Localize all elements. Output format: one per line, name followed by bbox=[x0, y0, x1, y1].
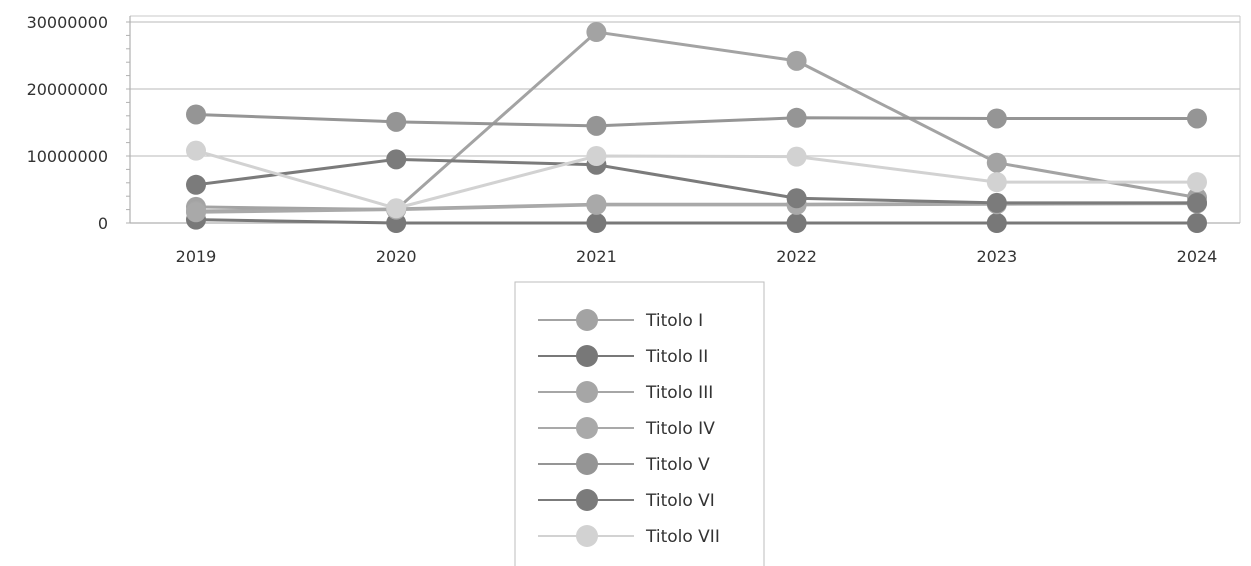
data-point bbox=[586, 146, 607, 166]
series-line bbox=[195, 112, 1197, 128]
legend-marker bbox=[576, 381, 598, 403]
x-tick-label: 2023 bbox=[976, 247, 1017, 266]
data-point bbox=[586, 213, 607, 233]
legend-item: Titolo II bbox=[538, 345, 708, 367]
series-line bbox=[195, 218, 1197, 225]
legend-label: Titolo V bbox=[645, 455, 710, 475]
legend-label: Titolo IV bbox=[645, 419, 715, 439]
series-3 bbox=[186, 192, 1207, 221]
data-point bbox=[186, 140, 206, 161]
data-point bbox=[186, 104, 206, 125]
legend-item: Titolo VII bbox=[538, 525, 720, 547]
data-point bbox=[786, 146, 807, 167]
series-5 bbox=[186, 104, 1207, 136]
legend-marker bbox=[576, 309, 598, 331]
legend-label: Titolo I bbox=[645, 311, 703, 331]
data-point bbox=[786, 188, 807, 209]
series-7 bbox=[186, 140, 1207, 219]
data-point bbox=[986, 213, 1007, 233]
data-point bbox=[1187, 192, 1207, 213]
data-point bbox=[986, 172, 1007, 193]
legend-label: Titolo VI bbox=[645, 491, 715, 511]
data-point bbox=[386, 149, 407, 170]
data-point bbox=[186, 174, 206, 195]
x-tick-label: 2019 bbox=[176, 247, 217, 266]
x-tick-label: 2021 bbox=[576, 247, 617, 266]
data-point bbox=[786, 107, 807, 128]
data-point bbox=[786, 50, 807, 71]
data-point bbox=[986, 152, 1007, 173]
data-point bbox=[1187, 213, 1207, 233]
series-line bbox=[195, 157, 1197, 205]
legend-item: Titolo VI bbox=[538, 489, 715, 511]
data-point bbox=[586, 115, 607, 136]
y-tick-label: 0 bbox=[98, 214, 108, 233]
legend: Titolo I Titolo II Titolo III Titolo IV Tito… bbox=[514, 281, 765, 566]
series-lines bbox=[186, 22, 1207, 233]
x-tick-label: 2022 bbox=[776, 247, 817, 266]
x-tick-label: 2024 bbox=[1177, 247, 1218, 266]
data-point bbox=[586, 22, 607, 43]
legend-marker bbox=[576, 525, 598, 547]
series-2 bbox=[186, 209, 1207, 233]
legend-marker bbox=[576, 489, 598, 511]
legend-marker bbox=[576, 345, 598, 367]
series-line bbox=[195, 149, 1197, 210]
y-tick-label: 10000000 bbox=[27, 147, 108, 166]
data-point bbox=[586, 194, 607, 215]
legend-item: Titolo IV bbox=[538, 417, 715, 439]
y-tick-label: 20000000 bbox=[27, 80, 108, 99]
data-point bbox=[786, 213, 807, 233]
data-point bbox=[986, 108, 1007, 129]
y-tick-label: 30000000 bbox=[27, 13, 108, 32]
legend-label: Titolo III bbox=[645, 383, 713, 403]
data-point bbox=[1187, 172, 1207, 193]
data-point bbox=[386, 111, 407, 132]
legend-item: Titolo I bbox=[538, 309, 703, 331]
x-axis-tick-labels: 2019 2020 2021 2022 2023 2024 bbox=[176, 247, 1218, 266]
y-axis-tick-labels: 0 10000000 20000000 30000000 bbox=[27, 13, 108, 233]
data-point bbox=[186, 202, 206, 223]
legend-box bbox=[514, 281, 765, 566]
legend-item: Titolo V bbox=[538, 453, 710, 475]
legend-marker bbox=[576, 453, 598, 475]
legend-item: Titolo III bbox=[538, 381, 713, 403]
data-point bbox=[386, 198, 407, 219]
data-point bbox=[986, 192, 1007, 213]
legend-label: Titolo VII bbox=[645, 527, 720, 547]
legend-label: Titolo II bbox=[645, 347, 708, 367]
x-tick-label: 2020 bbox=[376, 247, 417, 266]
legend-marker bbox=[576, 417, 598, 439]
data-point bbox=[1187, 108, 1207, 129]
